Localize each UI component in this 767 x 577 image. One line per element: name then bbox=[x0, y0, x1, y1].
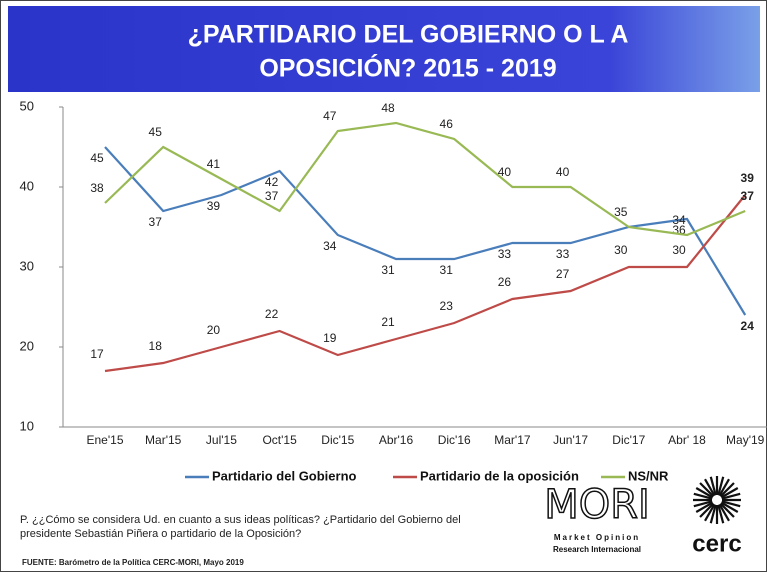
value-label: 18 bbox=[149, 339, 163, 353]
value-label: 19 bbox=[323, 331, 337, 345]
x-tick-label: Dic'17 bbox=[612, 433, 645, 447]
value-label: 30 bbox=[672, 243, 686, 257]
chart: ¿PARTIDARIO DEL GOBIERNO O L A OPOSICIÓN… bbox=[0, 0, 767, 572]
value-label: 23 bbox=[440, 299, 454, 313]
x-tick-label: Mar'17 bbox=[494, 433, 531, 447]
value-label: 45 bbox=[90, 151, 104, 165]
value-label: 34 bbox=[672, 213, 686, 227]
value-label: 45 bbox=[149, 125, 163, 139]
value-label: 17 bbox=[90, 347, 104, 361]
value-label: 35 bbox=[614, 205, 628, 219]
value-label: 30 bbox=[614, 243, 628, 257]
x-tick-label: Abr' 18 bbox=[668, 433, 706, 447]
value-label: 20 bbox=[207, 323, 221, 337]
x-tick-label: Abr'16 bbox=[379, 433, 414, 447]
logo-mori-line2: Research Internacional bbox=[553, 545, 641, 554]
value-label: 31 bbox=[381, 263, 395, 277]
value-label: 41 bbox=[207, 157, 221, 171]
value-label: 27 bbox=[556, 267, 570, 281]
chart-title: ¿PARTIDARIO DEL GOBIERNO O L A bbox=[188, 21, 629, 49]
x-tick-label: May'19 bbox=[726, 433, 765, 447]
x-tick-label: Jun'17 bbox=[553, 433, 588, 447]
y-tick-label: 20 bbox=[20, 338, 34, 353]
chart-subtitle: OPOSICIÓN? 2015 - 2019 bbox=[259, 53, 556, 83]
logo-mori: MORI bbox=[544, 482, 650, 528]
x-tick-label: Dic'16 bbox=[438, 433, 471, 447]
value-label: 37 bbox=[741, 189, 755, 203]
x-tick-label: Ene'15 bbox=[87, 433, 124, 447]
value-label: 40 bbox=[498, 165, 512, 179]
question-text: P. ¿¿Cómo se considera Ud. en cuanto a s… bbox=[20, 513, 480, 541]
question-box: P. ¿¿Cómo se considera Ud. en cuanto a s… bbox=[20, 513, 480, 549]
value-label: 21 bbox=[381, 315, 395, 329]
x-tick-label: Mar'15 bbox=[145, 433, 182, 447]
value-label: 24 bbox=[741, 319, 755, 333]
value-label: 46 bbox=[440, 117, 454, 131]
value-label: 31 bbox=[440, 263, 454, 277]
value-label: 34 bbox=[323, 239, 337, 253]
y-tick-label: 50 bbox=[20, 98, 34, 113]
legend-label: Partidario del Gobierno bbox=[212, 468, 357, 483]
y-tick-label: 10 bbox=[20, 418, 34, 433]
y-tick-label: 40 bbox=[20, 178, 34, 193]
value-label: 48 bbox=[381, 101, 395, 115]
value-label: 37 bbox=[265, 189, 279, 203]
value-label: 33 bbox=[498, 247, 512, 261]
value-label: 40 bbox=[556, 165, 570, 179]
x-tick-label: Dic'15 bbox=[321, 433, 354, 447]
logo-mori-line1: Market Opinion bbox=[554, 533, 640, 542]
value-label: 22 bbox=[265, 307, 279, 321]
value-label: 47 bbox=[323, 109, 337, 123]
logo-cerc: cerc bbox=[692, 530, 741, 557]
value-label: 39 bbox=[207, 199, 221, 213]
value-label: 33 bbox=[556, 247, 570, 261]
value-label: 42 bbox=[265, 175, 279, 189]
x-tick-label: Oct'15 bbox=[262, 433, 297, 447]
value-label: 37 bbox=[149, 215, 163, 229]
value-label: 26 bbox=[498, 275, 512, 289]
x-tick-label: Jul'15 bbox=[206, 433, 237, 447]
source: FUENTE: Barómetro de la Política CERC-MO… bbox=[22, 558, 244, 567]
value-label: 38 bbox=[90, 181, 104, 195]
y-tick-label: 30 bbox=[20, 258, 34, 273]
value-label: 39 bbox=[741, 171, 755, 185]
